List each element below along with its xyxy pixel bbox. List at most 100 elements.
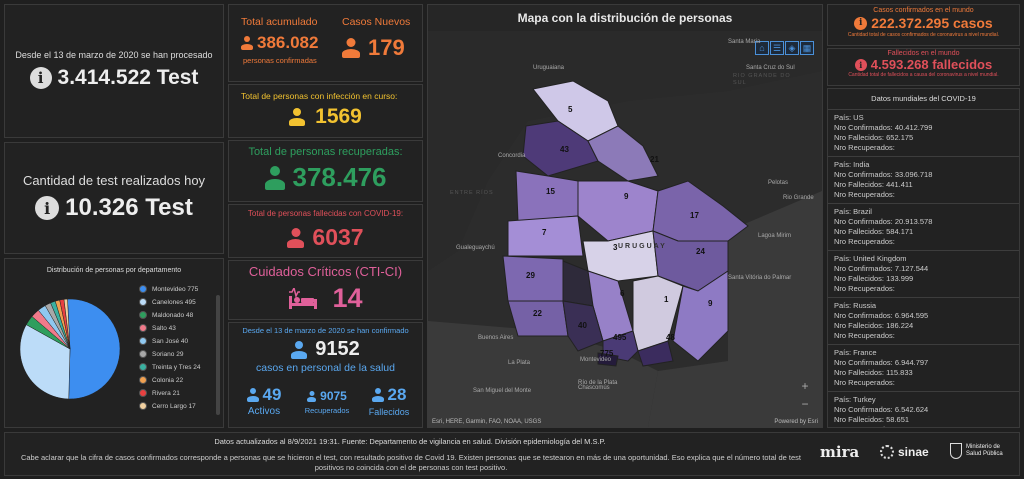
pie-legend-scrollbar[interactable] bbox=[216, 295, 220, 415]
pie-legend-item[interactable]: Montevideo 775 bbox=[139, 285, 209, 293]
world-list-fall: Nro Fallecidos: 115.833 bbox=[834, 368, 913, 377]
map-dept-count[interactable]: 43 bbox=[560, 145, 569, 154]
legend-label: San José 40 bbox=[152, 337, 189, 345]
info-icon: i bbox=[35, 196, 60, 220]
new-cases-value: 179 bbox=[368, 35, 405, 60]
map-dept-count[interactable]: 48 bbox=[666, 333, 675, 342]
logo-sinae: sinae bbox=[898, 445, 929, 459]
pie-legend-item[interactable]: Colonia 22 bbox=[139, 376, 209, 384]
map-place-label: Río de la Plata bbox=[578, 380, 618, 386]
list-icon[interactable]: ☰ bbox=[770, 41, 784, 55]
legend-swatch bbox=[139, 350, 147, 358]
logo-msp: Ministerio de Salud Pública bbox=[966, 444, 1003, 457]
world-list-fall: Nro Fallecidos: 441.411 bbox=[834, 180, 913, 189]
map-dept-count[interactable]: 29 bbox=[526, 271, 535, 280]
zoom-out-button[interactable]: − bbox=[801, 397, 809, 411]
pie-legend-item[interactable]: Canelones 495 bbox=[139, 298, 209, 306]
legend-label: Canelones 495 bbox=[152, 298, 196, 306]
staff-deceased-label: Fallecidos bbox=[368, 407, 410, 417]
new-cases-label: Casos Nuevos bbox=[342, 16, 411, 28]
world-list-rec: Nro Recuperados: bbox=[834, 331, 895, 340]
pie-legend-item[interactable]: Maldonado 48 bbox=[139, 311, 209, 319]
map-dept-count[interactable]: 6 bbox=[620, 289, 625, 298]
dept-rio-negro bbox=[507, 215, 584, 257]
map-dept-count[interactable]: 21 bbox=[650, 155, 659, 164]
world-list-item[interactable]: País: Brazil Nro Confirmados: 20.913.578 N… bbox=[828, 203, 1019, 250]
map-dept-count[interactable]: 3 bbox=[613, 243, 618, 252]
legend-swatch bbox=[139, 363, 147, 371]
map-dept-count[interactable]: 495 bbox=[613, 333, 627, 342]
tests-today-value: 10.326 Test bbox=[65, 194, 193, 221]
tests-total-label: Desde el 13 de marzo de 2020 se han proc… bbox=[15, 50, 213, 60]
dept-montevideo bbox=[597, 352, 619, 367]
world-list-item[interactable]: País: United Kingdom Nro Confirmados: 7.1… bbox=[828, 250, 1019, 297]
tests-total-value: 3.414.522 Test bbox=[57, 66, 199, 89]
pie-slice-canelones[interactable] bbox=[19, 324, 71, 400]
world-confirmed-value: 222.372.295 casos bbox=[871, 15, 993, 31]
pie-legend-item[interactable]: Salto 43 bbox=[139, 324, 209, 332]
msp-shield-icon bbox=[950, 443, 962, 459]
world-list-item[interactable]: País: France Nro Confirmados: 6.944.797 Nr… bbox=[828, 344, 1019, 391]
map-dept-count[interactable]: 9 bbox=[624, 192, 629, 201]
map-dept-count[interactable]: 24 bbox=[696, 247, 705, 256]
health-staff-sublabel: casos en personal de la salud bbox=[256, 362, 395, 374]
dept-san-jose bbox=[562, 300, 604, 352]
map-place-label: ENTRE RÍOS bbox=[450, 190, 494, 196]
map-view[interactable] bbox=[428, 31, 822, 427]
world-list-conf: Nro Confirmados: 6.944.797 bbox=[834, 358, 929, 367]
map-dept-count[interactable]: 40 bbox=[578, 321, 587, 330]
pie-legend-item[interactable]: Soriano 29 bbox=[139, 350, 209, 358]
dept-maldonado bbox=[637, 340, 674, 367]
world-list-conf: Nro Confirmados: 33.096.718 bbox=[834, 170, 933, 179]
world-list-fall: Nro Fallecidos: 584.171 bbox=[834, 227, 914, 236]
basemap-icon[interactable]: ▦ bbox=[800, 41, 814, 55]
map-panel: Mapa con la distribución de personas ⌂ ☰… bbox=[427, 4, 823, 428]
map-dept-count[interactable]: 5 bbox=[568, 105, 573, 114]
map-dept-count[interactable]: 1 bbox=[664, 295, 669, 304]
world-list-item[interactable]: País: US Nro Confirmados: 40.412.799 Nro F… bbox=[828, 109, 1019, 156]
world-list-conf: Nro Confirmados: 20.913.578 bbox=[834, 217, 933, 226]
staff-active-value: 49 bbox=[262, 385, 282, 404]
map-dept-count[interactable]: 22 bbox=[533, 309, 542, 318]
staff-deceased-value: 28 bbox=[387, 385, 407, 404]
legend-swatch bbox=[139, 285, 147, 293]
pie-slice-cerro-largo[interactable] bbox=[63, 298, 71, 350]
world-list-conf: Nro Confirmados: 7.127.544 bbox=[834, 264, 929, 273]
map-dept-count[interactable]: 7 bbox=[542, 228, 547, 237]
map-place-label: Lagoa Mirim bbox=[758, 233, 792, 239]
legend-swatch bbox=[139, 337, 147, 345]
pie-slice-montevideo[interactable] bbox=[67, 298, 121, 400]
person-icon bbox=[289, 108, 306, 126]
world-list-fall: Nro Fallecidos: 133.999 bbox=[834, 274, 914, 283]
staff-active-label: Activos bbox=[247, 406, 281, 417]
map-powered: Powered by Esri bbox=[774, 419, 818, 425]
world-list-rec: Nro Recuperados: bbox=[834, 237, 895, 246]
pie-legend-item[interactable]: Rivera 21 bbox=[139, 389, 209, 397]
map-dept-count[interactable]: 15 bbox=[546, 187, 555, 196]
pie-legend-item[interactable]: Treinta y Tres 24 bbox=[139, 363, 209, 371]
world-confirmed-label: Casos confirmados en el mundo bbox=[873, 7, 974, 14]
world-list-item[interactable]: País: Turkey Nro Confirmados: 6.542.624 Nr… bbox=[828, 391, 1019, 427]
logo-mira: mira bbox=[820, 443, 860, 461]
layers-icon[interactable]: ◈ bbox=[785, 41, 799, 55]
tests-total-panel: Desde el 13 de marzo de 2020 se han proc… bbox=[4, 4, 224, 138]
staff-recovered-value: 9075 bbox=[320, 389, 347, 403]
world-list-fall: Nro Fallecidos: 186.224 bbox=[834, 321, 914, 330]
world-list-pais: País: Brazil bbox=[834, 207, 872, 216]
home-icon[interactable]: ⌂ bbox=[755, 41, 769, 55]
deceased-panel: Total de personas fallecidas con COVID-1… bbox=[228, 204, 423, 258]
world-deaths-label: Fallecidos en el mundo bbox=[887, 50, 960, 57]
map-place-label: RIO GRANDE DO SUL bbox=[733, 73, 791, 86]
zoom-in-button[interactable]: + bbox=[801, 379, 809, 393]
world-confirmed-sublabel: Cantidad total de casos confirmados de c… bbox=[847, 32, 1000, 38]
person-icon bbox=[291, 340, 308, 359]
map-dept-count[interactable]: 17 bbox=[690, 211, 699, 220]
person-icon bbox=[241, 36, 253, 50]
world-list-item[interactable]: País: Russia Nro Confirmados: 6.964.595 Nr… bbox=[828, 297, 1019, 344]
map-dept-count[interactable]: 9 bbox=[708, 299, 713, 308]
pie-legend-item[interactable]: San José 40 bbox=[139, 337, 209, 345]
map-dept-count[interactable]: 775 bbox=[600, 349, 614, 358]
pie-legend-item[interactable]: Cerro Largo 17 bbox=[139, 402, 209, 410]
world-list-item[interactable]: País: India Nro Confirmados: 33.096.718 Nr… bbox=[828, 156, 1019, 203]
legend-label: Rivera 21 bbox=[152, 389, 180, 397]
